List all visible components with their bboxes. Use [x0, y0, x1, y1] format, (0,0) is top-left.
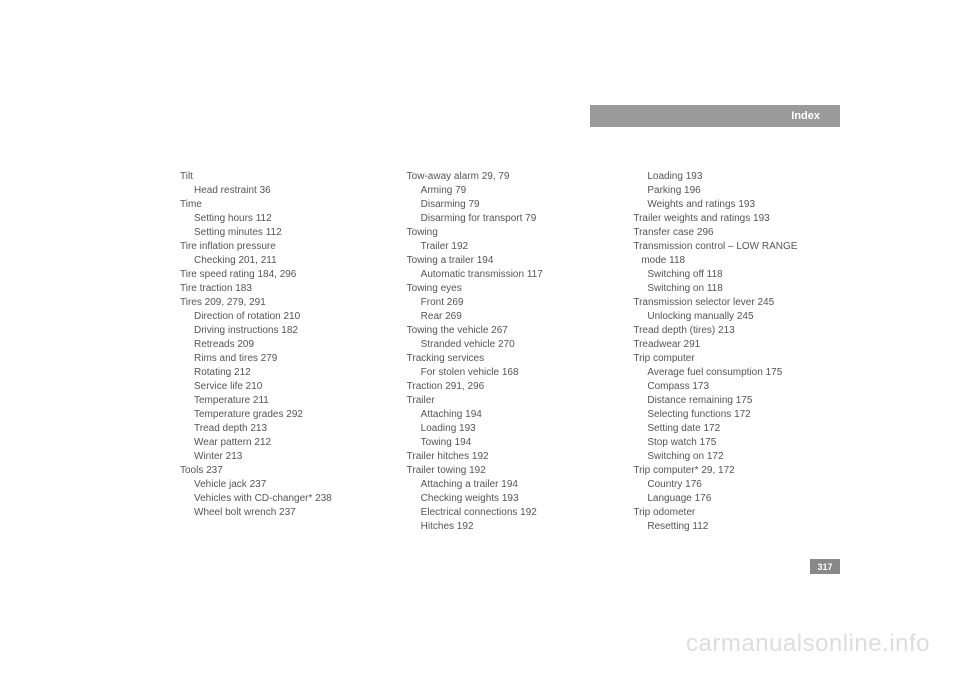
column-3: Loading 193Parking 196Weights and rating… — [633, 170, 840, 534]
index-entry: Tracking services — [407, 352, 614, 366]
index-entry: Temperature grades 292 — [180, 408, 387, 422]
index-entry: Tire traction 183 — [180, 282, 387, 296]
index-entry: Transfer case 296 — [633, 226, 840, 240]
index-entry: mode 118 — [633, 254, 840, 268]
index-entry: Electrical connections 192 — [407, 506, 614, 520]
index-entry: Towing the vehicle 267 — [407, 324, 614, 338]
index-entry: Tires 209, 279, 291 — [180, 296, 387, 310]
index-entry: Towing eyes — [407, 282, 614, 296]
index-entry: Setting hours 112 — [180, 212, 387, 226]
index-entry: Stranded vehicle 270 — [407, 338, 614, 352]
page-number-box: 317 — [810, 559, 840, 574]
index-entry: Setting date 172 — [633, 422, 840, 436]
index-entry: Average fuel consumption 175 — [633, 366, 840, 380]
index-entry: Transmission selector lever 245 — [633, 296, 840, 310]
page-number: 317 — [817, 562, 832, 572]
index-entry: For stolen vehicle 168 — [407, 366, 614, 380]
index-entry: Wear pattern 212 — [180, 436, 387, 450]
index-entry: Winter 213 — [180, 450, 387, 464]
index-entry: Parking 196 — [633, 184, 840, 198]
index-entry: Rear 269 — [407, 310, 614, 324]
index-entry: Trailer — [407, 394, 614, 408]
index-entry: Towing — [407, 226, 614, 240]
index-entry: Trip odometer — [633, 506, 840, 520]
index-entry: Trailer hitches 192 — [407, 450, 614, 464]
index-entry: Attaching 194 — [407, 408, 614, 422]
index-entry: Arming 79 — [407, 184, 614, 198]
watermark: carmanualsonline.info — [686, 630, 930, 658]
index-entry: Switching on 172 — [633, 450, 840, 464]
index-entry: Wheel bolt wrench 237 — [180, 506, 387, 520]
index-entry: Tire inflation pressure — [180, 240, 387, 254]
index-entry: Weights and ratings 193 — [633, 198, 840, 212]
index-entry: Treadwear 291 — [633, 338, 840, 352]
index-entry: Service life 210 — [180, 380, 387, 394]
header-label: Index — [791, 110, 820, 122]
index-entry: Disarming 79 — [407, 198, 614, 212]
column-2: Tow-away alarm 29, 79Arming 79Disarming … — [407, 170, 614, 534]
index-entry: Vehicles with CD-changer* 238 — [180, 492, 387, 506]
index-entry: Tread depth (tires) 213 — [633, 324, 840, 338]
index-entry: Traction 291, 296 — [407, 380, 614, 394]
index-entry: Tilt — [180, 170, 387, 184]
index-entry: Tread depth 213 — [180, 422, 387, 436]
index-entry: Retreads 209 — [180, 338, 387, 352]
index-entry: Checking 201, 211 — [180, 254, 387, 268]
index-entry: Trailer towing 192 — [407, 464, 614, 478]
index-entry: Resetting 112 — [633, 520, 840, 534]
index-entry: Transmission control – LOW RANGE — [633, 240, 840, 254]
index-entry: Attaching a trailer 194 — [407, 478, 614, 492]
index-entry: Driving instructions 182 — [180, 324, 387, 338]
index-entry: Temperature 211 — [180, 394, 387, 408]
index-entry: Front 269 — [407, 296, 614, 310]
index-entry: Head restraint 36 — [180, 184, 387, 198]
index-entry: Trip computer — [633, 352, 840, 366]
index-entry: Rotating 212 — [180, 366, 387, 380]
index-entry: Loading 193 — [633, 170, 840, 184]
index-entry: Switching on 118 — [633, 282, 840, 296]
index-entry: Selecting functions 172 — [633, 408, 840, 422]
index-entry: Towing a trailer 194 — [407, 254, 614, 268]
index-entry: Stop watch 175 — [633, 436, 840, 450]
index-entry: Switching off 118 — [633, 268, 840, 282]
index-entry: Hitches 192 — [407, 520, 614, 534]
index-entry: Unlocking manually 245 — [633, 310, 840, 324]
index-entry: Compass 173 — [633, 380, 840, 394]
index-entry: Tire speed rating 184, 296 — [180, 268, 387, 282]
header-bar: Index — [590, 105, 840, 127]
index-entry: Tools 237 — [180, 464, 387, 478]
index-entry: Disarming for transport 79 — [407, 212, 614, 226]
index-entry: Trip computer* 29, 172 — [633, 464, 840, 478]
index-entry: Rims and tires 279 — [180, 352, 387, 366]
index-entry: Trailer 192 — [407, 240, 614, 254]
index-entry: Direction of rotation 210 — [180, 310, 387, 324]
index-entry: Tow-away alarm 29, 79 — [407, 170, 614, 184]
index-entry: Towing 194 — [407, 436, 614, 450]
column-1: TiltHead restraint 36TimeSetting hours 1… — [180, 170, 387, 534]
index-entry: Vehicle jack 237 — [180, 478, 387, 492]
index-entry: Trailer weights and ratings 193 — [633, 212, 840, 226]
index-entry: Loading 193 — [407, 422, 614, 436]
index-entry: Setting minutes 112 — [180, 226, 387, 240]
index-entry: Checking weights 193 — [407, 492, 614, 506]
index-entry: Automatic transmission 117 — [407, 268, 614, 282]
index-content: TiltHead restraint 36TimeSetting hours 1… — [180, 170, 840, 534]
index-entry: Distance remaining 175 — [633, 394, 840, 408]
index-entry: Language 176 — [633, 492, 840, 506]
index-entry: Time — [180, 198, 387, 212]
index-entry: Country 176 — [633, 478, 840, 492]
